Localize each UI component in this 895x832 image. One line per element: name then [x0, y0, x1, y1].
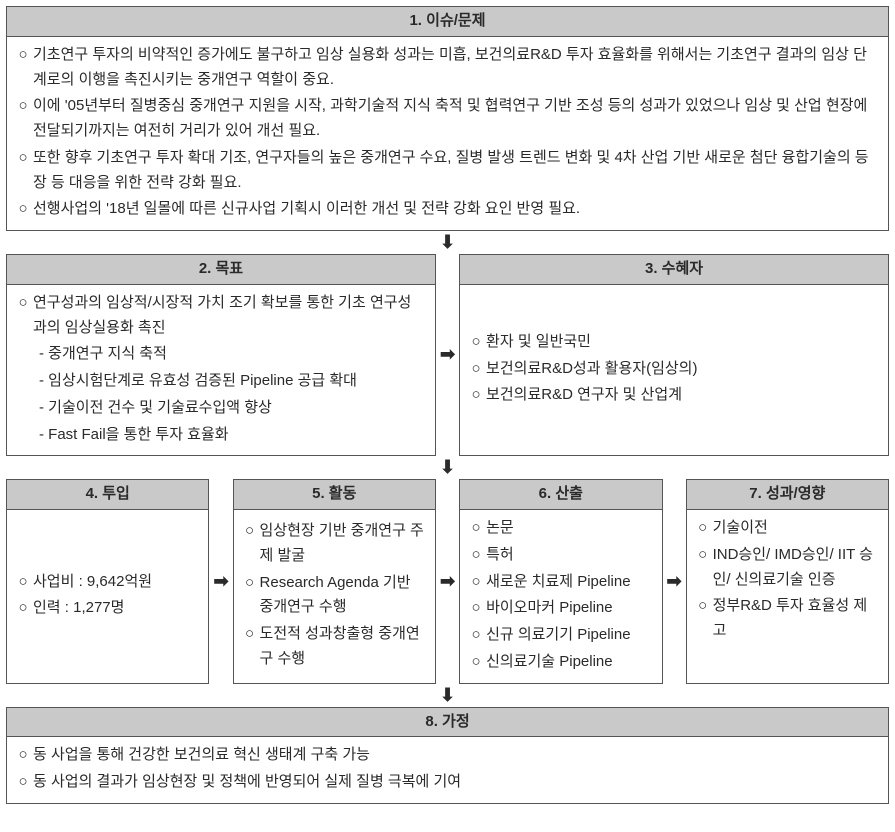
box-issues-title: 1. 이슈/문제	[7, 7, 888, 37]
bullet-icon: ○	[466, 330, 486, 355]
bullet-icon: ○	[13, 291, 33, 341]
bullet-icon: ○	[13, 770, 33, 795]
bullet-icon: ○	[240, 622, 260, 672]
goal-sub: - Fast Fail을 통한 투자 효율화	[13, 423, 425, 448]
box-activity-body: ○임상현장 기반 중개연구 주제 발굴 ○Research Agenda 기반 …	[234, 510, 435, 683]
box-goal-body: ○연구성과의 임상적/시장적 가치 조기 확보를 통한 기초 연구성과의 임상실…	[7, 285, 435, 456]
activity-item: 도전적 성과창출형 중개연구 수행	[260, 622, 425, 672]
bullet-icon: ○	[693, 543, 713, 593]
issue-item: 기초연구 투자의 비약적인 증가에도 불구하고 임상 실용화 성과는 미흡, 보…	[33, 43, 878, 93]
bullet-icon: ○	[240, 571, 260, 621]
arrow-right-icon: ➡	[209, 479, 232, 683]
row-logic-model: 4. 투입 ○사업비 : 9,642억원 ○인력 : 1,277명 ➡ 5. 활…	[6, 479, 889, 683]
box-input-title: 4. 투입	[7, 480, 208, 510]
activity-item: Research Agenda 기반 중개연구 수행	[260, 571, 425, 621]
bullet-icon: ○	[13, 596, 33, 621]
box-outcome-title: 7. 성과/영향	[687, 480, 888, 510]
arrow-right-icon: ➡	[436, 479, 459, 683]
bullet-icon: ○	[13, 43, 33, 93]
box-activity-title: 5. 활동	[234, 480, 435, 510]
arrow-right-icon: ➡	[436, 254, 459, 456]
bullet-icon: ○	[693, 594, 713, 644]
arrow-right-icon: ➡	[663, 479, 686, 683]
bullet-icon: ○	[466, 516, 486, 541]
bullet-icon: ○	[466, 623, 486, 648]
output-item: 신규 의료기기 Pipeline	[486, 623, 651, 648]
arrow-down-icon: ⬇	[6, 456, 889, 479]
box-assumption-body: ○동 사업을 통해 건강한 보건의료 혁신 생태계 구축 가능 ○동 사업의 결…	[7, 737, 888, 803]
bullet-icon: ○	[466, 357, 486, 382]
arrow-down-icon: ⬇	[6, 684, 889, 707]
box-goal-title: 2. 목표	[7, 255, 435, 285]
output-item: 바이오마커 Pipeline	[486, 596, 651, 621]
box-goal: 2. 목표 ○연구성과의 임상적/시장적 가치 조기 확보를 통한 기초 연구성…	[6, 254, 436, 456]
beneficiary-item: 환자 및 일반국민	[486, 330, 878, 355]
arrow-down-icon: ⬇	[6, 231, 889, 254]
outcome-item: 기술이전	[713, 516, 878, 541]
box-output: 6. 산출 ○논문 ○특허 ○새로운 치료제 Pipeline ○바이오마커 P…	[459, 479, 662, 683]
assumption-item: 동 사업의 결과가 임상현장 및 정책에 반영되어 실제 질병 극복에 기여	[33, 770, 878, 795]
goal-sub: - 중개연구 지식 축적	[13, 342, 425, 367]
box-input: 4. 투입 ○사업비 : 9,642억원 ○인력 : 1,277명	[6, 479, 209, 683]
issue-item: 또한 향후 기초연구 투자 확대 기조, 연구자들의 높은 중개연구 수요, 질…	[33, 146, 878, 196]
box-beneficiary: 3. 수혜자 ○환자 및 일반국민 ○보건의료R&D성과 활용자(임상의) ○보…	[459, 254, 889, 456]
box-outcome: 7. 성과/영향 ○기술이전 ○IND승인/ IMD승인/ IIT 승인/ 신의…	[686, 479, 889, 683]
box-assumption: 8. 가정 ○동 사업을 통해 건강한 보건의료 혁신 생태계 구축 가능 ○동…	[6, 707, 889, 804]
input-item: 사업비 : 9,642억원	[33, 570, 198, 595]
goal-lead: 연구성과의 임상적/시장적 가치 조기 확보를 통한 기초 연구성과의 임상실용…	[33, 291, 425, 341]
goal-sub: - 기술이전 건수 및 기술료수입액 향상	[13, 396, 425, 421]
box-beneficiary-title: 3. 수혜자	[460, 255, 888, 285]
box-output-title: 6. 산출	[460, 480, 661, 510]
activity-item: 임상현장 기반 중개연구 주제 발굴	[260, 519, 425, 569]
outcome-item: 정부R&D 투자 효율성 제고	[713, 594, 878, 644]
box-issues: 1. 이슈/문제 ○기초연구 투자의 비약적인 증가에도 불구하고 임상 실용화…	[6, 6, 889, 231]
row-goal-beneficiary: 2. 목표 ○연구성과의 임상적/시장적 가치 조기 확보를 통한 기초 연구성…	[6, 254, 889, 456]
bullet-icon: ○	[693, 516, 713, 541]
issue-item: 선행사업의 '18년 일몰에 따른 신규사업 기획시 이러한 개선 및 전략 강…	[33, 197, 878, 222]
output-item: 신의료기술 Pipeline	[486, 650, 651, 675]
output-item: 특허	[486, 543, 651, 568]
issue-item: 이에 '05년부터 질병중심 중개연구 지원을 시작, 과학기술적 지식 축적 …	[33, 94, 878, 144]
box-issues-body: ○기초연구 투자의 비약적인 증가에도 불구하고 임상 실용화 성과는 미흡, …	[7, 37, 888, 230]
box-outcome-body: ○기술이전 ○IND승인/ IMD승인/ IIT 승인/ 신의료기술 인증 ○정…	[687, 510, 888, 652]
beneficiary-item: 보건의료R&D성과 활용자(임상의)	[486, 357, 878, 382]
bullet-icon: ○	[13, 197, 33, 222]
bullet-icon: ○	[466, 383, 486, 408]
bullet-icon: ○	[466, 650, 486, 675]
box-assumption-title: 8. 가정	[7, 708, 888, 738]
bullet-icon: ○	[13, 743, 33, 768]
bullet-icon: ○	[466, 596, 486, 621]
bullet-icon: ○	[13, 146, 33, 196]
output-item: 새로운 치료제 Pipeline	[486, 570, 651, 595]
output-item: 논문	[486, 516, 651, 541]
bullet-icon: ○	[466, 543, 486, 568]
bullet-icon: ○	[13, 94, 33, 144]
bullet-icon: ○	[240, 519, 260, 569]
input-item: 인력 : 1,277명	[33, 596, 198, 621]
beneficiary-item: 보건의료R&D 연구자 및 산업계	[486, 383, 878, 408]
bullet-icon: ○	[466, 570, 486, 595]
outcome-item: IND승인/ IMD승인/ IIT 승인/ 신의료기술 인증	[713, 543, 878, 593]
box-output-body: ○논문 ○특허 ○새로운 치료제 Pipeline ○바이오마커 Pipelin…	[460, 510, 661, 683]
box-beneficiary-body: ○환자 및 일반국민 ○보건의료R&D성과 활용자(임상의) ○보건의료R&D …	[460, 285, 888, 456]
box-activity: 5. 활동 ○임상현장 기반 중개연구 주제 발굴 ○Research Agen…	[233, 479, 436, 683]
bullet-icon: ○	[13, 570, 33, 595]
box-input-body: ○사업비 : 9,642억원 ○인력 : 1,277명	[7, 510, 208, 683]
assumption-item: 동 사업을 통해 건강한 보건의료 혁신 생태계 구축 가능	[33, 743, 878, 768]
goal-sub: - 임상시험단계로 유효성 검증된 Pipeline 공급 확대	[13, 369, 425, 394]
